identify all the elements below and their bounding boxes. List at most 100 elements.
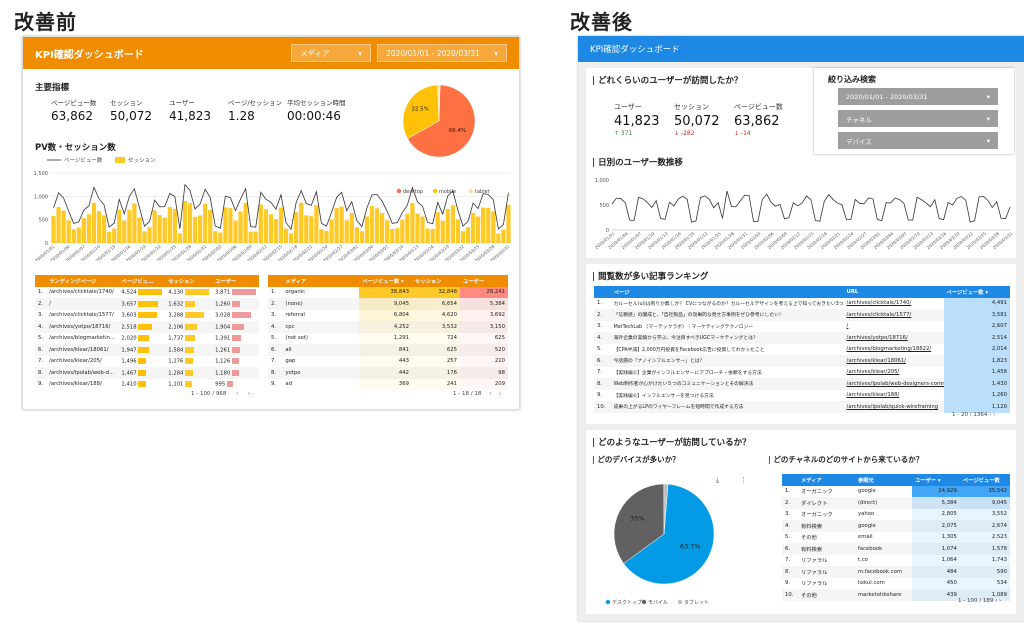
table-cell[interactable]: /archives/clicktale/1577/ bbox=[846, 311, 912, 318]
column-header[interactable]: メディア bbox=[797, 474, 855, 486]
table-row[interactable]: 5. 【CPA半減】2,000万円投資をFacebook広告に投資してわかったこと… bbox=[594, 343, 1010, 355]
device-filter[interactable]: デバイス ▾ bbox=[838, 132, 998, 149]
table-row[interactable]: 4. cpc 4,252 3,532 3,150 bbox=[268, 321, 508, 333]
channel-filter[interactable]: チャネル ▾ bbox=[838, 110, 998, 127]
table-row[interactable]: 1. /archives/clicktale/1740/4,524 4,130 3… bbox=[35, 287, 259, 299]
session-bar bbox=[496, 233, 501, 243]
column-header[interactable]: ユーザー bbox=[212, 275, 259, 287]
table-cell[interactable]: / bbox=[846, 323, 849, 330]
download-icon[interactable]: ⤓ bbox=[716, 476, 719, 484]
more-icon[interactable]: ⋮ bbox=[740, 476, 747, 484]
column-header[interactable]: ランディングページ bbox=[46, 275, 119, 287]
table-cell[interactable]: /archives/yotpo/18716/ bbox=[846, 334, 908, 341]
table-row[interactable]: 10. その他 marketohbshare 439 1,089 bbox=[782, 589, 1010, 601]
table-cell: ad bbox=[285, 381, 292, 388]
media-dropdown[interactable]: メディア ▾ bbox=[291, 44, 371, 62]
session-bar bbox=[476, 216, 481, 243]
column-header[interactable]: ページ bbox=[610, 286, 844, 298]
table-row[interactable]: 3. /archives/clicktale/1577/3,603 3,288 3… bbox=[35, 310, 259, 322]
table-cell: 8. bbox=[271, 369, 277, 376]
kpi-label: ページ/セッション bbox=[228, 99, 283, 107]
table-row[interactable]: 5. その他 email 1,305 2,523 bbox=[782, 531, 1010, 543]
table-row[interactable]: 6. all 841 625 520 bbox=[268, 344, 508, 356]
table-row[interactable]: 7. リファラル t.co 1,064 1,743 bbox=[782, 554, 1010, 566]
table-row[interactable]: 9. リファラル lixkul.com 450 534 bbox=[782, 577, 1010, 589]
date-dropdown[interactable]: 2020/01/01 - 2020/03/31 ▾ bbox=[377, 44, 507, 62]
column-header[interactable]: メディア bbox=[282, 275, 360, 287]
table-row[interactable]: 1. オーガニック google 24,929 35,542 bbox=[782, 485, 1010, 497]
table-row[interactable]: 1. organic 38,843 32,848 28,241 bbox=[268, 286, 508, 298]
prev-icon[interactable]: ‹ bbox=[995, 598, 998, 604]
table-row[interactable]: 1. カルーセル(ui)は有りか無しか？ CVにつながるのか？カルーセルデザインを… bbox=[594, 297, 1010, 309]
table-cell: 1,261 bbox=[212, 344, 259, 356]
column-header[interactable]: 参照元 bbox=[854, 474, 912, 486]
prev-icon[interactable]: ‹ bbox=[236, 391, 239, 397]
table-row[interactable]: 2. ダイレクト (direct) 5,384 9,045 bbox=[782, 497, 1010, 509]
column-header[interactable]: ユーザー bbox=[459, 275, 508, 287]
table-row[interactable]: 5. /archives/blogmarketin... 2,020 1,737 1… bbox=[35, 333, 259, 345]
column-header[interactable]: ページビュー数 ▾ bbox=[943, 286, 1010, 298]
table-cell[interactable]: /archives/klear/18061/ bbox=[846, 357, 906, 364]
device-pie-chart: 66.4% 32.5% desktop mobile tablet bbox=[396, 84, 490, 195]
table-cell: 3. bbox=[38, 312, 44, 319]
ranking-title: 閲覧数が多い記事ランキング bbox=[592, 270, 708, 282]
table-cell: /archives/yotpo/18716/ bbox=[49, 323, 111, 330]
table-row[interactable]: 2. 「信頼感」の醸成と、「自社製品」の効果的な見せ方事例をぜひ参考にしたい！ /a… bbox=[594, 309, 1010, 321]
next-icon[interactable]: › bbox=[499, 391, 502, 397]
cell-bar bbox=[138, 381, 146, 387]
pie-slice bbox=[663, 483, 669, 535]
next-icon[interactable]: › bbox=[993, 412, 996, 418]
table-row[interactable]: 6. /archives/klear/18061/1,947 1,584 1,26… bbox=[35, 344, 259, 356]
table-row[interactable]: 3. referral 6,804 4,620 3,692 bbox=[268, 309, 508, 321]
table-row[interactable]: 9. 【実践編②】インフルエンサーを見つける方法/archives/klear/1… bbox=[594, 389, 1010, 401]
date-filter[interactable]: 2020/01/01 - 2020/03/31 ▾ bbox=[838, 88, 998, 105]
table-cell[interactable]: /archives/lpolab/quick-wireframing bbox=[846, 403, 939, 410]
prev-icon[interactable]: ‹ bbox=[489, 391, 492, 397]
table-row[interactable]: 8. /archives/lpolab/web-d... 1,467 1,284 1… bbox=[35, 367, 259, 379]
table-cell[interactable]: /archives/klear/205/ bbox=[846, 369, 900, 376]
session-bar bbox=[420, 216, 425, 243]
table-row[interactable]: 4. 有料検索 google 2,075 2,674 bbox=[782, 520, 1010, 532]
column-header[interactable]: ページビュー数 bbox=[959, 474, 1010, 486]
table-row[interactable]: 7. gap 443 257 210 bbox=[268, 355, 508, 367]
table-cell: 1,089 bbox=[959, 589, 1010, 601]
table-row[interactable]: 2. (none) 9,045 6,654 5,384 bbox=[268, 298, 508, 310]
table-row[interactable]: 10. 成果の上がるLPのワイヤーフレームを短時間で作成する方法/archives… bbox=[594, 401, 1010, 413]
prev-icon[interactable]: ‹ bbox=[989, 412, 992, 418]
table-row[interactable]: 7. 【実践編①】企業がインフルエンサーにアプローチ・依頼をする方法/archiv… bbox=[594, 366, 1010, 378]
session-bar bbox=[147, 227, 152, 243]
table-row[interactable]: 7. /archives/klear/205/1,496 1,276 1,126 bbox=[35, 356, 259, 368]
next-icon[interactable]: › bbox=[248, 391, 251, 397]
next-icon[interactable]: › bbox=[999, 598, 1002, 604]
column-header[interactable]: ページビュー数 ▾ bbox=[359, 275, 412, 287]
table-row[interactable]: 3. MarTechLab 〈マーテックラボ〉｜マーケティングテクノロジー / 2,6… bbox=[594, 320, 1010, 332]
table-row[interactable]: 8. リファラル m.facebook.com 484 590 bbox=[782, 566, 1010, 578]
kpi-label: ユーザー bbox=[169, 99, 195, 107]
table-row[interactable]: 6. 有料検索 facebook 1,074 1,578 bbox=[782, 543, 1010, 555]
column-header[interactable]: セッション bbox=[411, 275, 460, 287]
table-cell: 7. bbox=[38, 358, 44, 365]
table-cell[interactable]: /archives/clicktale/1740/ bbox=[846, 300, 912, 307]
table-cell: 2,805 bbox=[911, 508, 960, 520]
session-bar bbox=[455, 219, 461, 243]
table-cell[interactable]: /archives/lpolab/web-designers-communica… bbox=[846, 380, 944, 387]
table-row[interactable]: 9. ad 369 241 209 bbox=[268, 378, 508, 390]
table-cell[interactable]: /archives/klear/188/ bbox=[846, 392, 900, 399]
column-header[interactable]: URL bbox=[843, 286, 944, 298]
table-row[interactable]: 8. Web制作者が心がけたい５つのコミュニケーションとその解決法/archive… bbox=[594, 378, 1010, 390]
table-row[interactable]: 5. (not set) 1,291 724 625 bbox=[268, 332, 508, 344]
table-cell: /archives/klear/205/ bbox=[49, 358, 102, 365]
session-bar bbox=[101, 215, 107, 243]
table-row[interactable]: 3. オーガニック yahoo 2,805 3,552 bbox=[782, 508, 1010, 520]
table-row[interactable]: 6. 今話題の「ナノインフルエンサー」とは？ /archives/klear/180… bbox=[594, 355, 1010, 367]
table-cell[interactable]: /archives/blogmarketing/18822/ bbox=[846, 346, 932, 353]
table-row[interactable]: 2. / 3,657 1,632 1,260 bbox=[35, 298, 259, 310]
table-row[interactable]: 8. yotpo 442 176 98 bbox=[268, 367, 508, 379]
table-row[interactable]: 4. /archives/yotpo/18716/2,518 2,106 1,90… bbox=[35, 321, 259, 333]
table-row[interactable]: 9. /archives/klear/188/1,410 1,101 995 bbox=[35, 379, 259, 391]
column-header[interactable]: ユーザー ▾ bbox=[911, 474, 960, 486]
column-header[interactable]: ページビュ... bbox=[118, 275, 166, 287]
table-row[interactable]: 4. 海外企業の実績から学ぶ、今注目すべきUGCマーケティングとは？ /archiv… bbox=[594, 332, 1010, 344]
column-header[interactable]: セッション bbox=[165, 275, 213, 287]
session-bar bbox=[61, 210, 66, 243]
